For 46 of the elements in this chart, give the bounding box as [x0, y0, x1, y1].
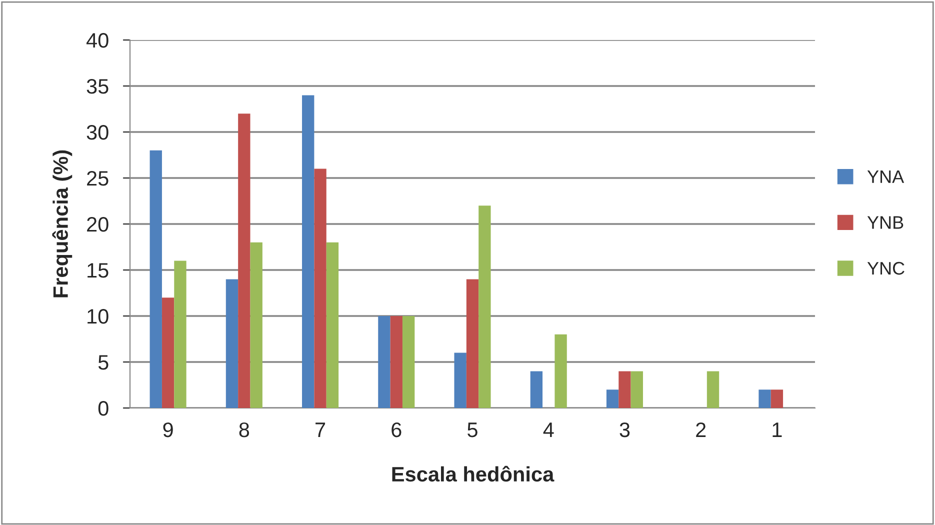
legend-label: YNA [867, 170, 904, 183]
y-tick-label: 10 [88, 309, 108, 324]
y-tick-label: 25 [87, 171, 108, 186]
bar [630, 371, 643, 408]
y-tick-label: 5 [98, 355, 108, 370]
x-tick-label: 9 [163, 422, 173, 438]
bar [302, 95, 314, 408]
y-tick-label: 20 [87, 217, 108, 232]
legend-label: YNC [867, 262, 904, 275]
x-axis-title: Escala hedônica [392, 466, 554, 482]
bar [758, 390, 771, 408]
y-tick-label: 35 [86, 79, 108, 94]
bar [378, 316, 390, 408]
bar [770, 390, 784, 408]
bar [454, 352, 466, 408]
bar [150, 150, 162, 408]
bar [226, 279, 238, 408]
y-tick-label: 30 [86, 125, 108, 140]
y-tick-label: 0 [98, 401, 108, 416]
legend-label: YNB [867, 216, 904, 229]
x-tick-label: 3 [620, 422, 630, 438]
bar [390, 316, 402, 408]
bar [250, 242, 262, 408]
x-tick-label: 8 [239, 422, 250, 438]
x-tick-label: 2 [696, 422, 706, 437]
bar [174, 260, 186, 408]
bar [314, 168, 326, 408]
y-tick-label: 15 [88, 263, 108, 278]
bar [554, 334, 567, 408]
y-tick-label: 40 [86, 33, 108, 48]
bar [402, 316, 415, 408]
x-tick-label: 6 [392, 422, 402, 438]
y-axis-title: Frequência (%) [52, 150, 72, 298]
bar [162, 298, 174, 408]
bar [606, 390, 619, 408]
x-tick-label: 5 [468, 422, 478, 438]
bar [530, 371, 543, 408]
x-tick-label: 7 [316, 422, 326, 437]
bar [326, 242, 339, 408]
bar [706, 371, 720, 408]
x-tick-label: 1 [772, 422, 782, 437]
bar [478, 206, 491, 408]
bar [618, 371, 631, 408]
bar [238, 114, 250, 408]
x-tick-label: 4 [543, 422, 554, 437]
bar [466, 279, 479, 408]
